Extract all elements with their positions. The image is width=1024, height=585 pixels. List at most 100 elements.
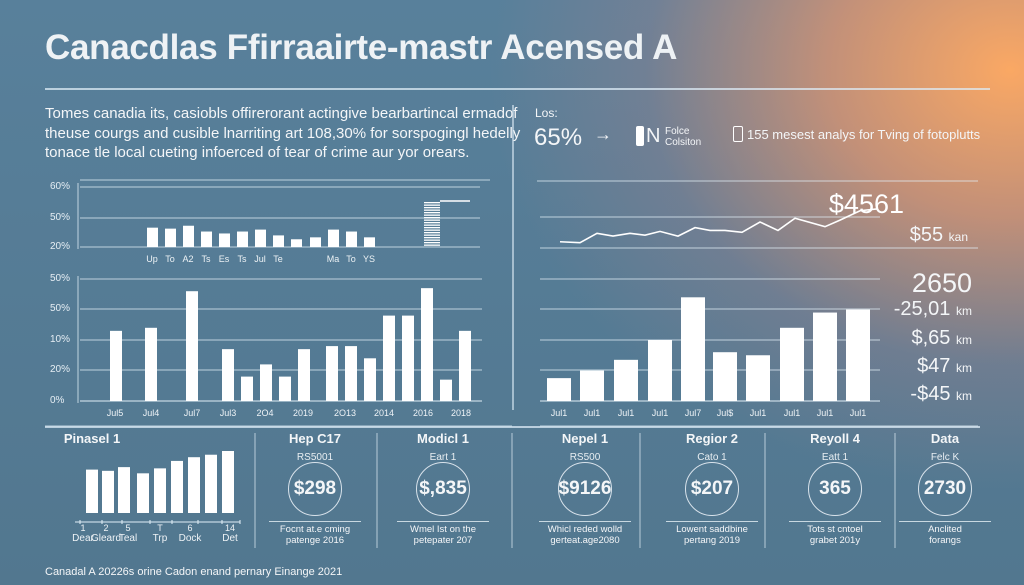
caption-line: grabet 201y — [809, 535, 861, 546]
bar — [219, 233, 230, 247]
caption-line: patenge 2016 — [285, 535, 345, 546]
x-tick-label: Jul1 — [550, 408, 568, 418]
x-tick-label: Ma — [326, 254, 340, 264]
x-tick-name: Trp — [152, 533, 168, 544]
panel-caption: Anclited forangs — [928, 524, 962, 546]
bar — [310, 237, 321, 247]
panel-rule — [539, 521, 631, 522]
x-tick-label: YS — [362, 254, 376, 264]
panel-value-circle: $,835 — [416, 462, 470, 516]
stripe-mark — [424, 239, 440, 241]
panel-subtitle: Eart 1 — [429, 452, 457, 463]
stripe-mark — [424, 214, 440, 216]
side-label: -25,01 km — [894, 298, 972, 321]
x-tick-number: 2 — [103, 523, 109, 533]
title-divider — [45, 88, 990, 90]
caption-line: gerteat.age2080 — [550, 535, 620, 546]
y-tick-label: 0% — [50, 395, 65, 406]
bar — [279, 376, 291, 401]
bar — [145, 327, 157, 401]
bar — [260, 364, 272, 401]
x-tick-number: 6 — [187, 523, 193, 533]
bar — [186, 291, 198, 401]
stripe-mark — [424, 212, 440, 214]
x-tick-label: Jul$ — [716, 408, 734, 418]
panel-title: Modicl 1 — [416, 431, 470, 446]
loss-label: Los: — [535, 106, 558, 120]
line-chart-sub-value: $55 — [909, 224, 944, 246]
side-label-value: $,65 — [911, 327, 951, 349]
bar — [102, 470, 114, 513]
stripe-mark — [424, 202, 440, 204]
x-tick-number: 1 — [80, 523, 86, 533]
x-tick-number: 14 — [224, 523, 236, 533]
side-label-value: -$45 — [910, 383, 951, 405]
y-tick-label: 60% — [50, 181, 71, 192]
y-tick-label: 10% — [50, 334, 71, 345]
side-label-value: -25,01 — [893, 298, 951, 320]
y-tick-label: 50% — [50, 303, 71, 314]
bar — [746, 355, 770, 401]
bar — [780, 327, 804, 401]
side-label-unit: km — [956, 304, 972, 318]
x-tick-name: Dock — [178, 533, 202, 544]
x-tick-name: Det — [222, 533, 238, 544]
x-tick-label: Jul1 — [749, 408, 767, 418]
stripe-mark — [424, 242, 440, 244]
x-tick-label: 2O13 — [333, 408, 357, 418]
x-tick-label: Up — [146, 254, 158, 264]
stripe-mark — [424, 234, 440, 236]
caption-line: Whicl reded wolld — [547, 524, 623, 535]
panel-subtitle: RS500 — [569, 452, 601, 463]
x-tick-label: Ts — [201, 254, 211, 264]
bar — [222, 349, 234, 401]
panel-title: Reyoll 4 — [810, 431, 860, 446]
x-tick-label: A2 — [182, 254, 194, 264]
side-label-unit: km — [956, 389, 972, 403]
bar — [547, 378, 571, 401]
side-label: $,65 km — [912, 327, 973, 350]
caption-line: Focnt at.e cming — [279, 524, 351, 535]
section-divider — [512, 105, 514, 410]
panel-subtitle: Eatt 1 — [821, 452, 849, 463]
line-chart-sub-unit: kan — [948, 230, 968, 244]
x-tick-label: Jul1 — [583, 408, 601, 418]
bar — [118, 467, 130, 513]
caption-line: pertang 2019 — [684, 535, 740, 546]
x-tick-label: Te — [273, 254, 283, 264]
x-tick-label: 2018 — [450, 408, 472, 418]
panel-title: Data — [930, 431, 960, 446]
x-tick-label: 2014 — [373, 408, 395, 418]
panel-value-circle: $9126 — [558, 462, 612, 516]
bar — [364, 358, 376, 401]
bar — [846, 309, 870, 401]
bar — [165, 228, 176, 247]
bar — [110, 330, 122, 401]
bar — [237, 231, 248, 247]
stripe-mark — [424, 224, 440, 226]
panel-subtitle: Cato 1 — [697, 452, 727, 463]
panel-value-circle: 2730 — [918, 462, 972, 516]
bar — [364, 237, 375, 247]
panel-rule — [899, 521, 991, 522]
panel-title: Regior 2 — [685, 431, 739, 446]
y-tick-label: 20% — [50, 241, 71, 252]
line-chart-total: $4561 — [828, 189, 904, 219]
panel-title: Hep C17 — [288, 431, 342, 446]
bar — [421, 288, 433, 401]
x-tick-label: Jul7 — [684, 408, 702, 418]
bar — [648, 340, 672, 401]
bar — [681, 297, 705, 401]
force-label-line: Folce — [665, 126, 690, 137]
bar — [713, 352, 737, 401]
force-label: Folce Colsiton — [665, 126, 701, 148]
x-tick-label: Jul1 — [617, 408, 635, 418]
x-tick-label: Jul1 — [816, 408, 834, 418]
bar — [205, 454, 217, 513]
x-tick-label: To — [165, 254, 175, 264]
bottom-divider — [45, 426, 980, 428]
intro-line: theuse courgs and cusible lnarriting art… — [45, 124, 521, 142]
caption-line: Anclited — [928, 524, 962, 535]
bar — [326, 346, 338, 401]
